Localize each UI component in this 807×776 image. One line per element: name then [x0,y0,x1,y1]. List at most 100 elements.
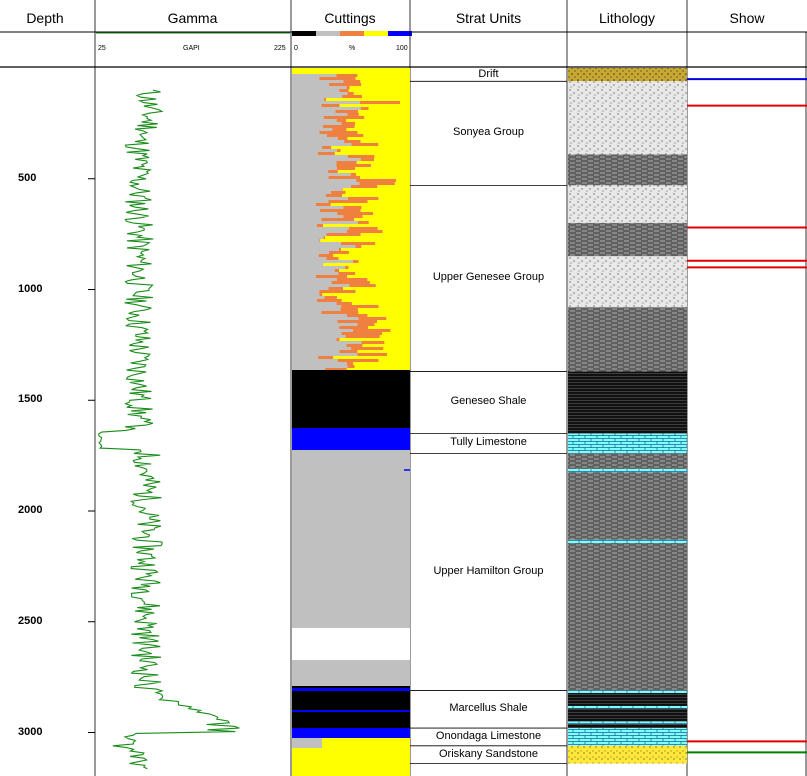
lithology-bed [568,745,687,764]
lithology-bed [568,223,687,257]
cuttings-band [292,113,348,116]
cuttings-band [336,164,371,167]
cuttings-band [330,203,410,206]
cuttings-band [292,197,348,200]
cuttings-band [319,77,356,80]
cuttings-legend-swatch [340,31,364,36]
cuttings-band [345,266,349,269]
cuttings-band [292,80,344,83]
cuttings-band [292,215,344,218]
cuttings-band [292,92,348,95]
cuttings-band [368,221,410,224]
cuttings-band [368,326,410,329]
cuttings-band [343,215,363,218]
cuttings-band [319,209,361,212]
cuttings-band [336,278,368,281]
cuttings-band [370,164,410,167]
cuttings-band [292,152,318,155]
cuttings-band [292,203,316,206]
cuttings-band [367,278,410,281]
cuttings-band [358,113,410,116]
cuttings-band [346,344,363,347]
cuttings-band [292,278,337,281]
cuttings-band [292,293,320,296]
cuttings-legend-swatch [292,31,316,36]
cuttings-band [292,284,350,287]
cuttings-band [396,179,410,182]
cuttings-band [317,152,335,155]
cuttings-band [351,347,384,350]
cuttings-band [360,158,375,161]
strat-unit-label: Marcellus Shale [449,702,528,715]
cuttings-band [322,146,332,149]
cuttings-band [292,149,337,152]
cuttings-band [292,104,322,107]
cuttings-band [399,101,410,104]
cuttings-band [292,221,358,224]
cuttings-band [343,80,361,83]
cuttings-band [333,356,410,359]
cuttings-band [347,197,379,200]
strat-unit-label: Geneseo Shale [450,395,527,408]
cuttings-band [360,176,410,179]
cuttings-band [292,266,346,269]
cuttings-band [292,269,335,272]
cuttings-band [343,287,410,290]
strat-unit-label: Onondaga Limestone [435,729,542,742]
cuttings-band [348,89,410,92]
cuttings-band [292,242,341,245]
cuttings-band [359,101,400,104]
cuttings-band [386,317,410,320]
cuttings-band [357,131,410,134]
cuttings-band [348,251,410,254]
strat-unit-label: Tully Limestone [450,436,527,449]
cuttings-band [352,260,359,263]
cuttings-band [292,275,316,278]
cuttings-band [358,311,410,314]
cuttings-band [358,260,410,263]
cuttings-legend-swatch [316,31,340,36]
cuttings-band [292,356,319,359]
cuttings-band [292,98,324,101]
cuttings-band [346,119,410,122]
cuttings-band [360,140,410,143]
gamma-scale-unit: GAPI [183,45,200,52]
cuttings-band [349,284,376,287]
lithology-bed [568,690,687,694]
cuttings-band [362,344,410,347]
lithology-bed [568,433,687,454]
cuttings-band [351,143,379,146]
depth-tick-label: 1000 [18,282,43,295]
cuttings-band [374,323,410,326]
cuttings-legend-swatch [388,31,412,36]
cuttings-band [323,236,326,239]
cuttings-band [319,131,358,134]
strat-unit-label: Upper Hamilton Group [433,564,544,577]
lithology-bed [568,453,687,691]
lithology-bed [568,728,687,746]
cuttings-band [349,86,410,89]
cuttings-band [292,167,337,170]
cuttings-band [318,356,334,359]
cuttings-band [336,302,352,305]
cuttings-band [339,89,349,92]
cuttings-band [341,122,356,125]
cuttings-legend-swatch [364,31,388,36]
cuttings-band [292,251,329,254]
cuttings-band [328,200,368,203]
cuttings-band [323,263,410,266]
cuttings-band [292,230,347,233]
cuttings-band [292,320,338,323]
cuttings-band [347,137,410,140]
cuttings-band [342,194,410,197]
cuttings-band [355,77,410,80]
cuttings-band [292,344,347,347]
lithology-bed [568,721,687,725]
cuttings-band [336,167,356,170]
cuttings-band [292,125,323,128]
cuttings-band [382,230,410,233]
cuttings-band [319,293,323,296]
cuttings-band [355,272,410,275]
cuttings-band [337,212,374,215]
cuttings-band [292,362,347,365]
